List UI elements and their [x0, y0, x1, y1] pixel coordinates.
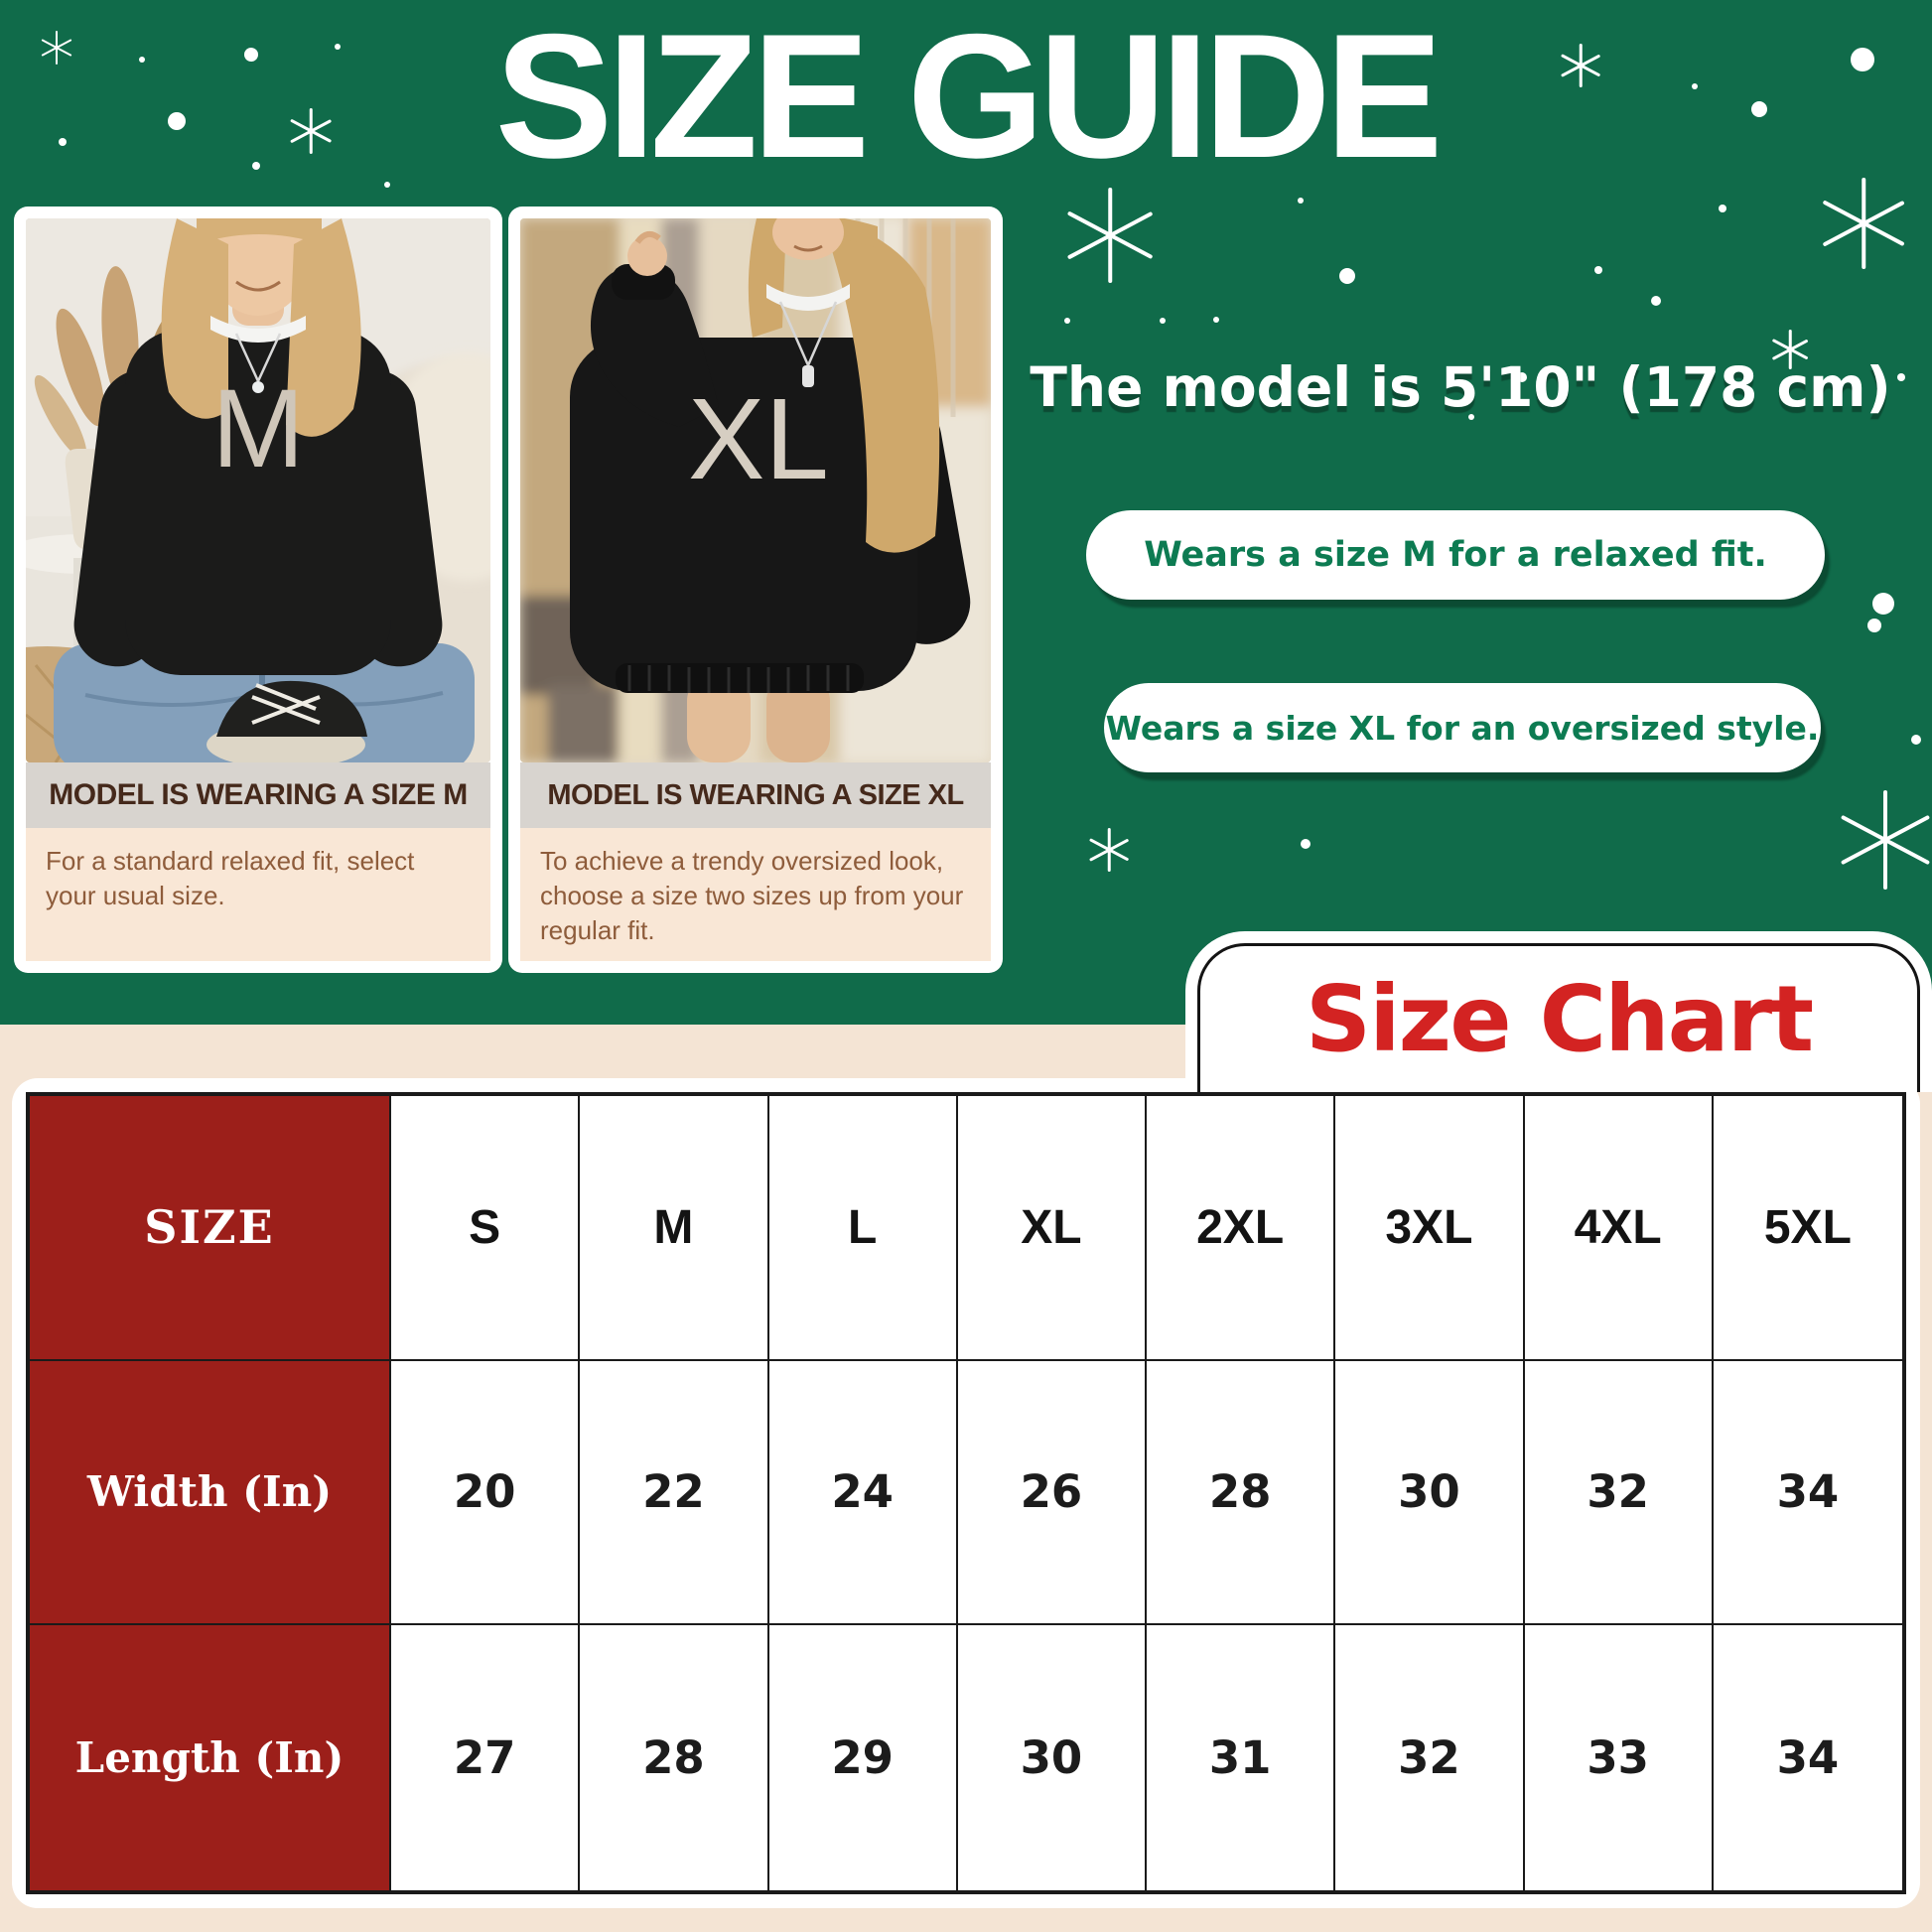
- hair: [161, 218, 361, 437]
- size-chart-cell: 20: [391, 1360, 581, 1626]
- model-photo-m-illustration: M: [26, 218, 490, 762]
- sweatshirt-letter-xl: XL: [688, 374, 829, 503]
- model-height-text: The model is 5'10" (178 cm): [1030, 355, 1891, 419]
- snow-dot: [1594, 266, 1602, 274]
- snow-dot: [1751, 101, 1767, 117]
- size-chart-cell: 30: [957, 1625, 1147, 1890]
- snow-dot: [168, 112, 186, 130]
- snowflake-icon: [1062, 188, 1158, 283]
- size-chart-cell: 2XL: [1147, 1096, 1336, 1361]
- size-chart-table-container: SIZE S M L XL 2XL 3XL 4XL 5XL Width (In) 20 22 24 26 2…: [12, 1078, 1920, 1908]
- snowflake-icon: [40, 31, 73, 65]
- photo-description-xl: To achieve a trendy oversized look, choo…: [520, 828, 991, 961]
- size-chart-cell: 24: [768, 1360, 958, 1626]
- snow-dot: [1651, 296, 1661, 306]
- fit-badge-size-xl: Wears a size XL for an oversized style.: [1104, 683, 1821, 772]
- snow-dot: [1719, 205, 1726, 212]
- snow-dot: [244, 48, 258, 62]
- snow-dot: [1517, 372, 1527, 382]
- size-chart-cell: 30: [1335, 1360, 1525, 1626]
- size-chart-cell: Length (In): [30, 1625, 391, 1890]
- size-chart-cell: XL: [957, 1096, 1147, 1361]
- snowflake-icon: [1559, 44, 1602, 87]
- snowflake-icon: [288, 108, 334, 154]
- snow-dot: [1867, 619, 1881, 632]
- snow-dot: [1301, 839, 1311, 849]
- snow-dot: [1692, 83, 1698, 89]
- size-chart-cell: 27: [391, 1625, 581, 1890]
- snow-dot: [1213, 317, 1219, 323]
- size-chart-cell: 34: [1713, 1625, 1902, 1890]
- photo-description-m: For a standard relaxed fit, select your …: [26, 828, 490, 961]
- size-chart-cell: 28: [1147, 1360, 1336, 1626]
- photo-caption-m: MODEL IS WEARING A SIZE M: [26, 762, 490, 828]
- size-chart-cell: 4XL: [1524, 1096, 1714, 1361]
- size-chart-cell: 26: [957, 1360, 1147, 1626]
- snowflake-icon: [1818, 178, 1909, 269]
- size-chart-cell: 28: [580, 1625, 769, 1890]
- snow-dot: [1064, 318, 1070, 324]
- size-chart-cell: 31: [1147, 1625, 1336, 1890]
- size-chart-cell: S: [391, 1096, 581, 1361]
- photo-card-size-xl: XL MODEL IS WEARING A SIZE XL To achieve…: [508, 207, 1003, 973]
- snow-dot: [252, 162, 260, 170]
- size-chart-cell: 29: [768, 1625, 958, 1890]
- model-photo-size-m: M: [26, 218, 490, 762]
- page-title: SIZE GUIDE: [494, 0, 1444, 195]
- snow-dot: [384, 182, 390, 188]
- snow-dot: [1851, 48, 1874, 71]
- model-photo-size-xl: XL: [520, 218, 991, 762]
- size-chart-cell: 22: [580, 1360, 769, 1626]
- snow-dot: [1911, 735, 1921, 745]
- model-photo-xl-illustration: XL: [520, 218, 991, 762]
- snow-dot: [1339, 268, 1355, 284]
- snow-dot: [335, 44, 341, 50]
- fit-badge-size-m: Wears a size M for a relaxed fit.: [1086, 510, 1825, 600]
- size-chart-cell: 3XL: [1335, 1096, 1525, 1361]
- snow-dot: [1298, 198, 1304, 204]
- size-chart-cell: 32: [1524, 1360, 1714, 1626]
- size-chart-cell: L: [768, 1096, 958, 1361]
- size-chart-cell: Width (In): [30, 1360, 391, 1626]
- snow-dot: [1897, 373, 1905, 381]
- size-chart-cell: 34: [1713, 1360, 1902, 1626]
- snowflake-icon: [1087, 828, 1131, 872]
- size-chart-heading-frame: Size Chart: [1197, 943, 1920, 1092]
- snow-dot: [1872, 593, 1894, 615]
- photo-card-size-m: M MODEL IS WEARING A SIZE M For a standa…: [14, 207, 502, 973]
- size-chart-cell: 33: [1524, 1625, 1714, 1890]
- snow-dot: [1160, 318, 1166, 324]
- size-chart-cell: 5XL: [1713, 1096, 1902, 1361]
- size-chart-heading: Size Chart: [1305, 966, 1814, 1072]
- size-chart-table: SIZE S M L XL 2XL 3XL 4XL 5XL Width (In) 20 22 24 26 2…: [26, 1092, 1906, 1894]
- size-chart-heading-box: Size Chart: [1185, 931, 1932, 1092]
- size-chart-cell: 32: [1335, 1625, 1525, 1890]
- photo-caption-xl: MODEL IS WEARING A SIZE XL: [520, 762, 991, 828]
- size-chart-cell: SIZE: [30, 1096, 391, 1361]
- sweatshirt-letter-m: M: [211, 366, 304, 490]
- snow-dot: [59, 138, 67, 146]
- snowflake-icon: [1836, 790, 1932, 890]
- snowflake-icon: [1770, 330, 1810, 369]
- snow-dot: [1468, 414, 1474, 420]
- snow-dot: [139, 57, 145, 63]
- size-chart-cell: M: [580, 1096, 769, 1361]
